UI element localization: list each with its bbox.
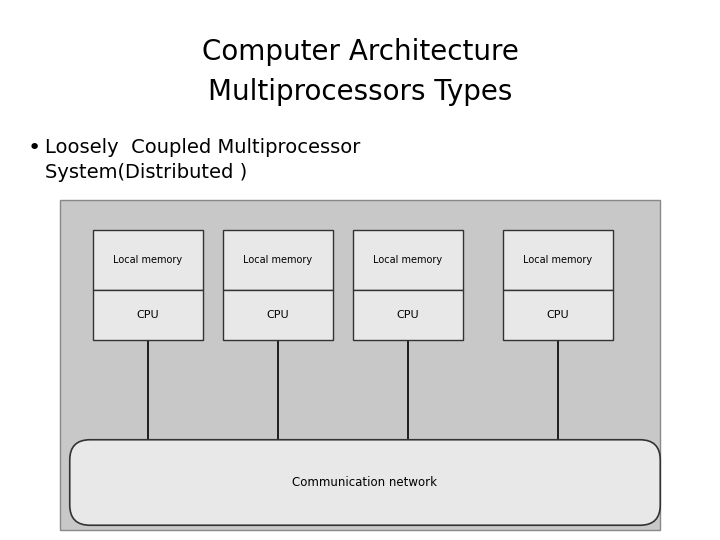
Bar (353, 230, 463, 290)
Bar (60, 200, 660, 530)
Text: Local memory: Local memory (374, 255, 443, 265)
Text: Multiprocessors Types: Multiprocessors Types (208, 78, 512, 106)
Bar (503, 290, 613, 340)
Bar (503, 230, 613, 290)
Bar (93, 290, 203, 340)
Text: CPU: CPU (546, 310, 570, 320)
Bar (223, 290, 333, 340)
Text: CPU: CPU (266, 310, 289, 320)
Text: Computer Architecture: Computer Architecture (202, 38, 518, 66)
FancyBboxPatch shape (70, 440, 660, 525)
Text: Communication network: Communication network (292, 476, 438, 489)
Text: System(Distributed ): System(Distributed ) (45, 163, 247, 182)
Text: CPU: CPU (397, 310, 419, 320)
Text: •: • (28, 138, 41, 158)
Text: Local memory: Local memory (114, 255, 183, 265)
Bar (223, 230, 333, 290)
Text: Local memory: Local memory (523, 255, 593, 265)
Bar (93, 230, 203, 290)
Bar (353, 290, 463, 340)
Text: CPU: CPU (137, 310, 159, 320)
Text: Local memory: Local memory (243, 255, 312, 265)
Text: Loosely  Coupled Multiprocessor: Loosely Coupled Multiprocessor (45, 138, 361, 157)
